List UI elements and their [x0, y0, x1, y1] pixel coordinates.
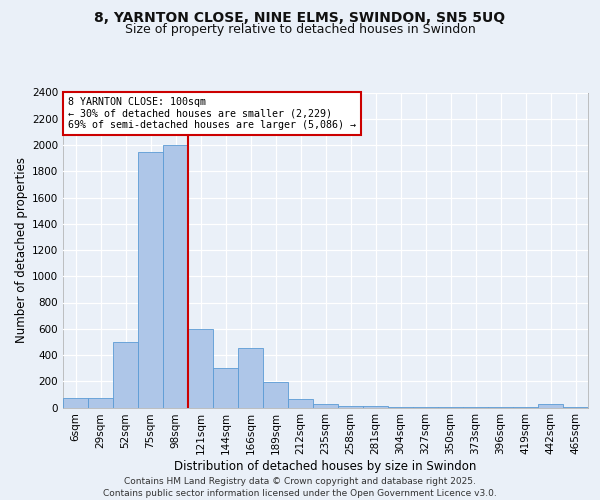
Bar — [413, 407, 438, 408]
Bar — [538, 404, 563, 407]
Text: 8, YARNTON CLOSE, NINE ELMS, SWINDON, SN5 5UQ: 8, YARNTON CLOSE, NINE ELMS, SWINDON, SN… — [94, 10, 506, 24]
Bar — [263, 382, 288, 407]
Bar — [313, 404, 338, 407]
Bar — [238, 348, 263, 408]
Bar — [288, 399, 313, 407]
Bar — [213, 368, 238, 408]
Bar — [113, 342, 138, 407]
Text: Contains HM Land Registry data © Crown copyright and database right 2025.
Contai: Contains HM Land Registry data © Crown c… — [103, 477, 497, 498]
Bar — [63, 398, 88, 407]
Text: Size of property relative to detached houses in Swindon: Size of property relative to detached ho… — [125, 24, 475, 36]
Bar — [388, 406, 413, 408]
Text: 8 YARNTON CLOSE: 100sqm
← 30% of detached houses are smaller (2,229)
69% of semi: 8 YARNTON CLOSE: 100sqm ← 30% of detache… — [68, 97, 356, 130]
Y-axis label: Number of detached properties: Number of detached properties — [15, 157, 28, 343]
Bar — [163, 145, 188, 407]
X-axis label: Distribution of detached houses by size in Swindon: Distribution of detached houses by size … — [175, 460, 476, 473]
Bar — [338, 406, 363, 407]
Bar — [138, 152, 163, 408]
Bar — [363, 406, 388, 407]
Bar — [188, 329, 213, 407]
Bar — [88, 398, 113, 407]
